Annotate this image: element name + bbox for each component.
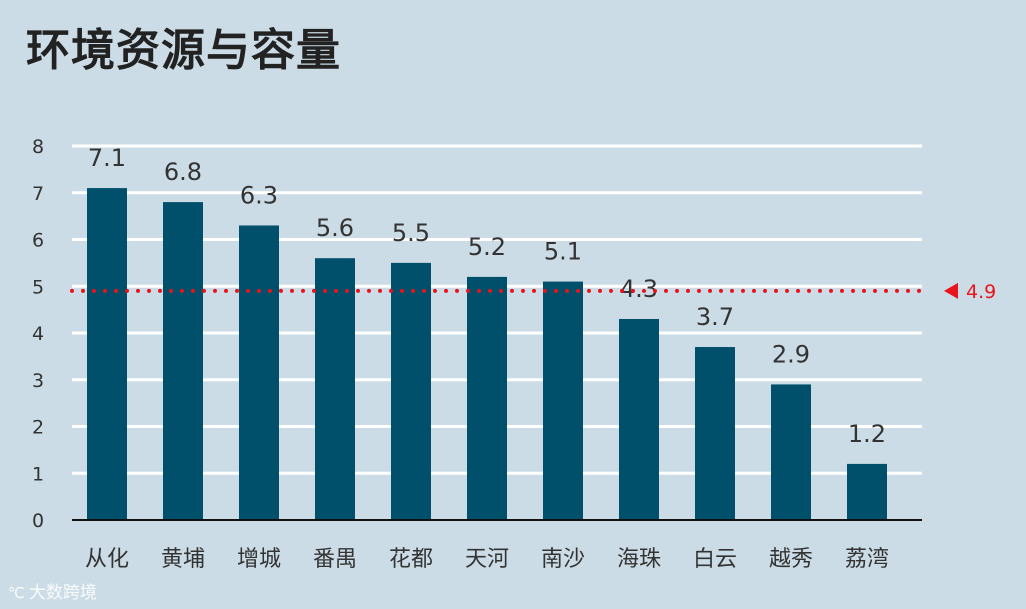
data-label: 5.6 <box>316 214 354 242</box>
x-tick-label: 番禺 <box>313 547 357 572</box>
bar <box>467 276 507 520</box>
x-tick-label: 白云 <box>693 547 737 572</box>
data-labels: 7.1 6.8 6.3 5.6 5.5 5.2 5.1 4.3 3.7 2.9 1.2 <box>88 144 886 448</box>
bars <box>87 188 887 520</box>
x-tick-label: 南沙 <box>541 547 585 572</box>
x-tick-label: 黄埔 <box>161 547 205 572</box>
data-label: 2.9 <box>772 340 810 368</box>
data-label: 5.2 <box>468 233 506 261</box>
x-tick-label: 从化 <box>85 547 129 572</box>
y-tick-label: 3 <box>32 370 44 392</box>
y-tick-label: 7 <box>32 183 44 205</box>
data-label: 6.8 <box>164 158 202 186</box>
data-label: 3.7 <box>696 303 734 331</box>
y-tick-label: 5 <box>32 276 44 298</box>
x-tick-label: 荔湾 <box>845 547 889 572</box>
y-tick-label: 0 <box>32 510 44 532</box>
bar <box>695 347 735 520</box>
reference-line: 4.9 <box>70 281 996 303</box>
watermark-text: 大数跨境 <box>28 583 97 603</box>
bar <box>391 262 431 520</box>
y-axis-ticks: 0 1 2 3 4 5 6 7 8 <box>32 136 44 532</box>
y-tick-label: 8 <box>32 136 44 158</box>
bar <box>239 225 279 520</box>
y-tick-label: 4 <box>32 323 44 345</box>
logo-icon: ℃ <box>8 584 25 602</box>
bar <box>847 463 887 520</box>
data-label: 5.1 <box>544 238 582 266</box>
y-tick-label: 2 <box>32 417 44 439</box>
data-label: 7.1 <box>88 144 126 172</box>
reference-line-label: 4.9 <box>966 281 996 303</box>
x-tick-label: 增城 <box>237 547 281 572</box>
x-tick-label: 越秀 <box>769 547 813 572</box>
x-tick-label: 天河 <box>465 547 509 572</box>
x-axis-ticks: 从化 黄埔 增城 番禺 花都 天河 南沙 海珠 白云 越秀 荔湾 <box>85 547 889 572</box>
bar <box>315 258 355 520</box>
bar <box>163 202 203 520</box>
bar <box>87 188 127 520</box>
data-label: 1.2 <box>848 420 886 448</box>
y-tick-label: 6 <box>32 230 44 252</box>
reference-marker-icon <box>944 282 958 299</box>
bar <box>619 318 659 520</box>
bar <box>543 281 583 520</box>
watermark: ℃ 大数跨境 <box>8 578 97 603</box>
chart-title: 环境资源与容量 <box>26 25 341 76</box>
x-tick-label: 海珠 <box>617 547 661 572</box>
x-tick-label: 花都 <box>389 547 433 572</box>
bar <box>771 384 811 520</box>
y-tick-label: 1 <box>32 463 44 485</box>
data-label: 6.3 <box>240 181 278 209</box>
data-label: 4.3 <box>620 275 658 303</box>
data-label: 5.5 <box>392 219 430 247</box>
